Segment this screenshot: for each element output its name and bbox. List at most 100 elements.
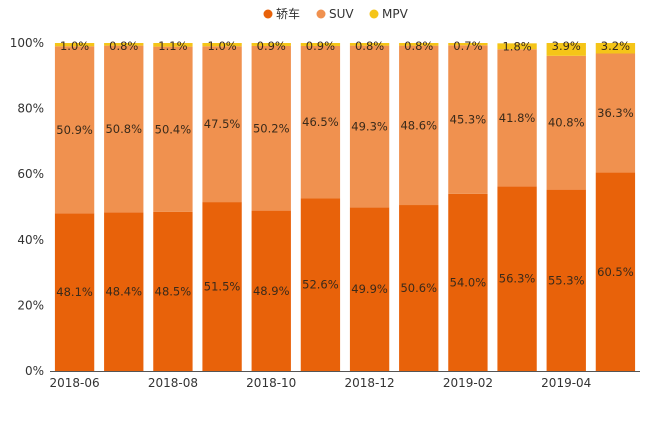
data-label: 0.8% xyxy=(355,39,384,53)
data-label: 47.5% xyxy=(204,117,241,131)
bar-segment xyxy=(104,45,144,213)
data-label: 50.6% xyxy=(400,281,437,295)
bar-segment xyxy=(349,43,390,46)
x-tick-label: 2018-12 xyxy=(345,376,395,390)
bar-segment xyxy=(202,202,242,371)
bar-segment xyxy=(448,45,488,194)
x-tick-label: 2018-08 xyxy=(148,376,198,390)
data-label: 48.9% xyxy=(253,284,290,298)
data-label: 49.9% xyxy=(351,282,388,296)
data-label: 50.8% xyxy=(105,122,142,136)
bar-group-2019-05: 60.5% 36.3% 3.2% xyxy=(595,39,636,371)
y-axis: 0% 20% 40% 60% 80% 100% xyxy=(10,36,44,378)
data-label: 55.3% xyxy=(548,273,585,287)
data-label: 48.1% xyxy=(56,285,93,299)
bar-segment xyxy=(300,45,341,199)
y-tick-label: 60% xyxy=(17,167,44,181)
x-tick-label: 2018-10 xyxy=(246,376,296,390)
legend: 轿车 SUV MPV xyxy=(263,6,409,21)
y-tick-label: 20% xyxy=(17,298,44,312)
data-label: 1.1% xyxy=(158,39,187,53)
bar-group-2018-11: 52.6% 46.5% 0.9% xyxy=(300,39,341,371)
bar-group-2019-02: 54.0% 45.3% 0.7% xyxy=(448,39,488,371)
data-label: 0.7% xyxy=(453,39,482,53)
bar-segment xyxy=(202,46,242,203)
bar-segment xyxy=(202,43,242,47)
bar-group-2019-04: 55.3% 40.8% 3.9% xyxy=(546,39,586,371)
legend-label-0: 轿车 xyxy=(276,6,300,21)
bar-segment xyxy=(300,43,341,46)
bar-segment xyxy=(448,193,488,371)
data-label: 56.3% xyxy=(499,272,536,286)
bar-segment xyxy=(104,212,144,371)
y-tick-label: 100% xyxy=(10,36,44,50)
bar-group-2019-01: 50.6% 48.6% 0.8% xyxy=(399,39,439,371)
data-label: 48.6% xyxy=(400,118,437,132)
bar-segment xyxy=(104,43,144,46)
bar-group-2019-03: 56.3% 41.8% 1.8% xyxy=(497,39,537,371)
bar-segment xyxy=(595,43,636,54)
bar-segment xyxy=(595,53,636,173)
legend-marker-2 xyxy=(369,9,379,19)
bar-segment xyxy=(54,213,95,371)
bar-segment xyxy=(546,43,586,56)
bar-segment xyxy=(300,198,341,371)
bar-segment xyxy=(153,211,193,371)
legend-marker-0 xyxy=(263,9,273,19)
data-label: 50.4% xyxy=(155,122,192,136)
y-tick-label: 0% xyxy=(25,364,44,378)
data-label: 54.0% xyxy=(450,275,487,289)
bar-segment xyxy=(399,205,439,371)
bar-segment xyxy=(595,172,636,371)
bar-segment xyxy=(54,46,95,214)
x-tick-label: 2019-02 xyxy=(443,376,493,390)
bar-group-2018-09: 51.5% 47.5% 1.0% xyxy=(202,39,242,371)
bar-segment xyxy=(251,45,291,211)
data-label: 0.8% xyxy=(109,39,138,53)
y-tick-label: 40% xyxy=(17,233,44,247)
bar-group-2018-08: 48.5% 50.4% 1.1% xyxy=(153,39,193,371)
data-label: 49.3% xyxy=(351,119,388,133)
x-axis: 2018-06 2018-08 2018-10 2018-12 2019-02 2019-… xyxy=(50,371,640,390)
x-tick-label: 2018-06 xyxy=(50,376,100,390)
bar-segment xyxy=(349,45,390,208)
data-label: 51.5% xyxy=(204,280,241,294)
bar-segment xyxy=(497,43,537,50)
bar-segment xyxy=(251,210,291,371)
data-label: 52.6% xyxy=(302,278,339,292)
data-label: 3.9% xyxy=(552,39,581,53)
bar-segment xyxy=(54,43,95,47)
legend-label-2: MPV xyxy=(382,7,409,21)
data-label: 36.3% xyxy=(597,106,634,120)
bar-group-2018-10: 48.9% 50.2% 0.9% xyxy=(251,39,291,371)
bar-segment xyxy=(497,49,537,187)
data-label: 50.9% xyxy=(56,123,93,137)
legend-marker-1 xyxy=(316,9,326,19)
data-label: 40.8% xyxy=(548,116,585,130)
bar-segment xyxy=(448,43,488,46)
data-label: 46.5% xyxy=(302,115,339,129)
bar-group-2018-12: 49.9% 49.3% 0.8% xyxy=(349,39,390,371)
data-label: 41.8% xyxy=(499,111,536,125)
data-label: 50.2% xyxy=(253,121,290,135)
data-label: 0.9% xyxy=(306,39,335,53)
bar-segment xyxy=(399,45,439,206)
bar-segment xyxy=(546,189,586,371)
y-tick-label: 80% xyxy=(17,102,44,116)
bar-segment xyxy=(546,55,586,190)
x-tick-label: 2019-04 xyxy=(541,376,591,390)
data-label: 0.9% xyxy=(257,39,286,53)
data-label: 0.8% xyxy=(404,39,433,53)
data-label: 60.5% xyxy=(597,265,634,279)
bar-segment xyxy=(399,43,439,46)
data-label: 3.2% xyxy=(601,39,630,53)
data-label: 48.5% xyxy=(155,284,192,298)
bar-segment xyxy=(153,46,193,212)
data-label: 1.0% xyxy=(60,39,89,53)
bar-group-2018-07: 48.4% 50.8% 0.8% xyxy=(104,39,144,371)
bar-segment xyxy=(153,43,193,47)
bar-segment xyxy=(497,186,537,371)
bar-group-2018-06: 48.1% 50.9% 1.0% xyxy=(54,39,95,371)
data-label: 45.3% xyxy=(450,113,487,127)
